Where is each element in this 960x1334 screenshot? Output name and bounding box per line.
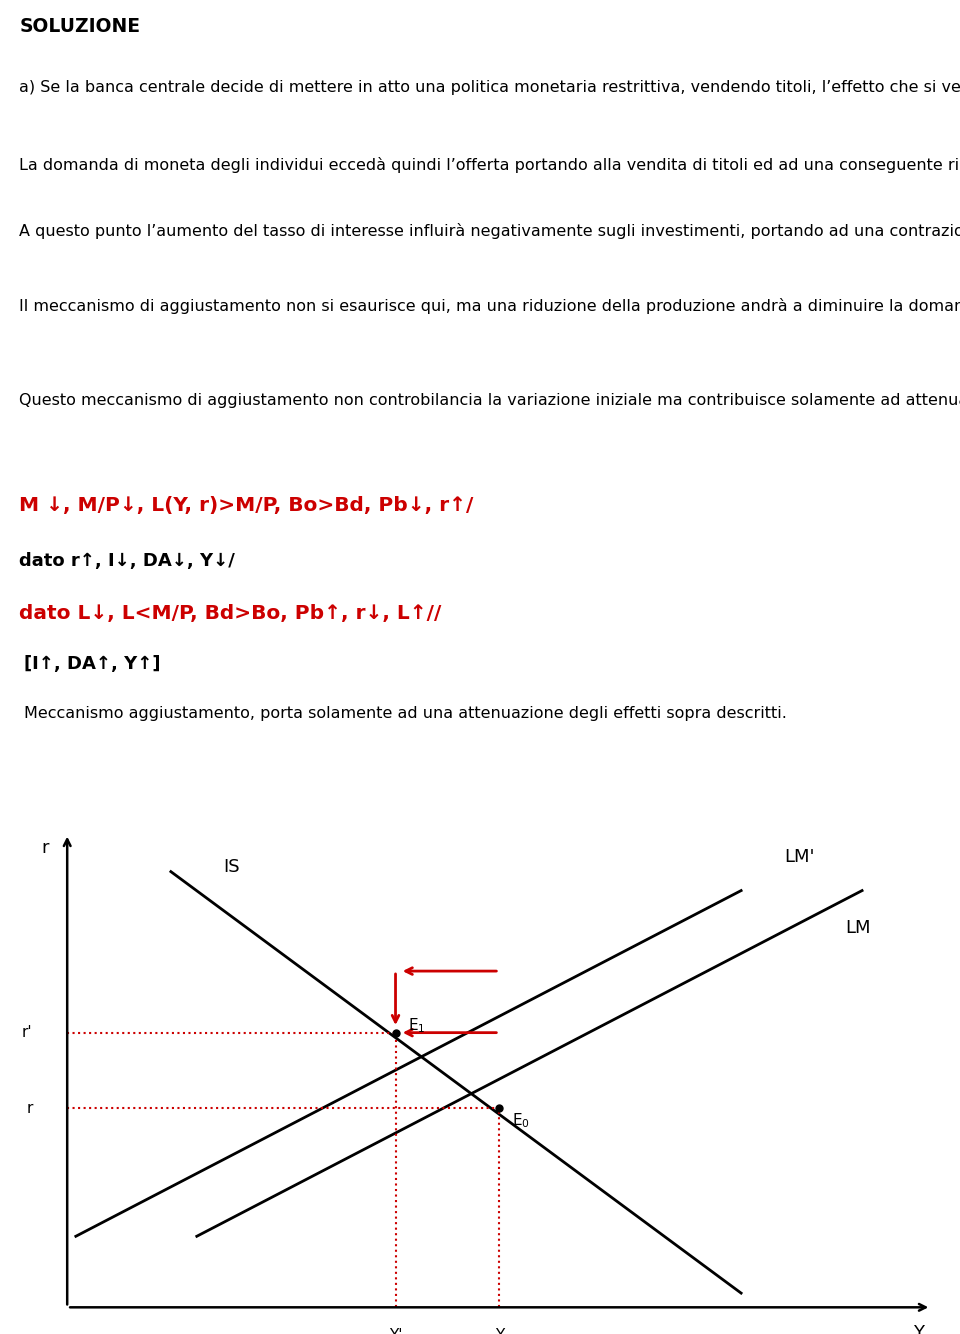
Text: M ↓, M/P↓, L(Y, r)>M/P, Bo>Bd, Pb↓, r↑/: M ↓, M/P↓, L(Y, r)>M/P, Bo>Bd, Pb↓, r↑/ <box>19 496 473 515</box>
Text: dato L↓, L<M/P, Bd>Bo, Pb↑, r↓, L↑//: dato L↓, L<M/P, Bd>Bo, Pb↑, r↓, L↑// <box>19 604 442 623</box>
Text: Questo meccanismo di aggiustamento non controbilancia la variazione iniziale ma : Questo meccanismo di aggiustamento non c… <box>19 392 960 408</box>
Text: [I↑, DA↑, Y↑]: [I↑, DA↑, Y↑] <box>24 655 160 674</box>
Text: Il meccanismo di aggiustamento non si esaurisce qui, ma una riduzione della prod: Il meccanismo di aggiustamento non si es… <box>19 297 960 313</box>
Text: LM': LM' <box>784 848 815 866</box>
Text: Y: Y <box>494 1329 504 1334</box>
Text: a) Se la banca centrale decide di mettere in atto una politica monetaria restrit: a) Se la banca centrale decide di metter… <box>19 79 960 95</box>
Text: E$_0$: E$_0$ <box>513 1111 530 1130</box>
Text: Y': Y' <box>389 1329 402 1334</box>
Text: r: r <box>42 839 49 856</box>
Text: Meccanismo aggiustamento, porta solamente ad una attenuazione degli effetti sopr: Meccanismo aggiustamento, porta solament… <box>24 706 787 722</box>
Text: r': r' <box>22 1025 33 1041</box>
Text: LM: LM <box>845 919 871 938</box>
Text: A questo punto l’aumento del tasso di interesse influirà negativamente sugli inv: A questo punto l’aumento del tasso di in… <box>19 223 960 239</box>
Text: IS: IS <box>223 858 240 876</box>
Text: r: r <box>26 1101 33 1117</box>
Text: dato r↑, I↓, DA↓, Y↓/: dato r↑, I↓, DA↓, Y↓/ <box>19 552 235 571</box>
Text: SOLUZIONE: SOLUZIONE <box>19 16 140 36</box>
Text: Y: Y <box>913 1325 924 1334</box>
Text: E$_1$: E$_1$ <box>408 1017 426 1035</box>
Text: La domanda di moneta degli individui eccedà quindi l’offerta portando alla vendi: La domanda di moneta degli individui ecc… <box>19 157 960 173</box>
